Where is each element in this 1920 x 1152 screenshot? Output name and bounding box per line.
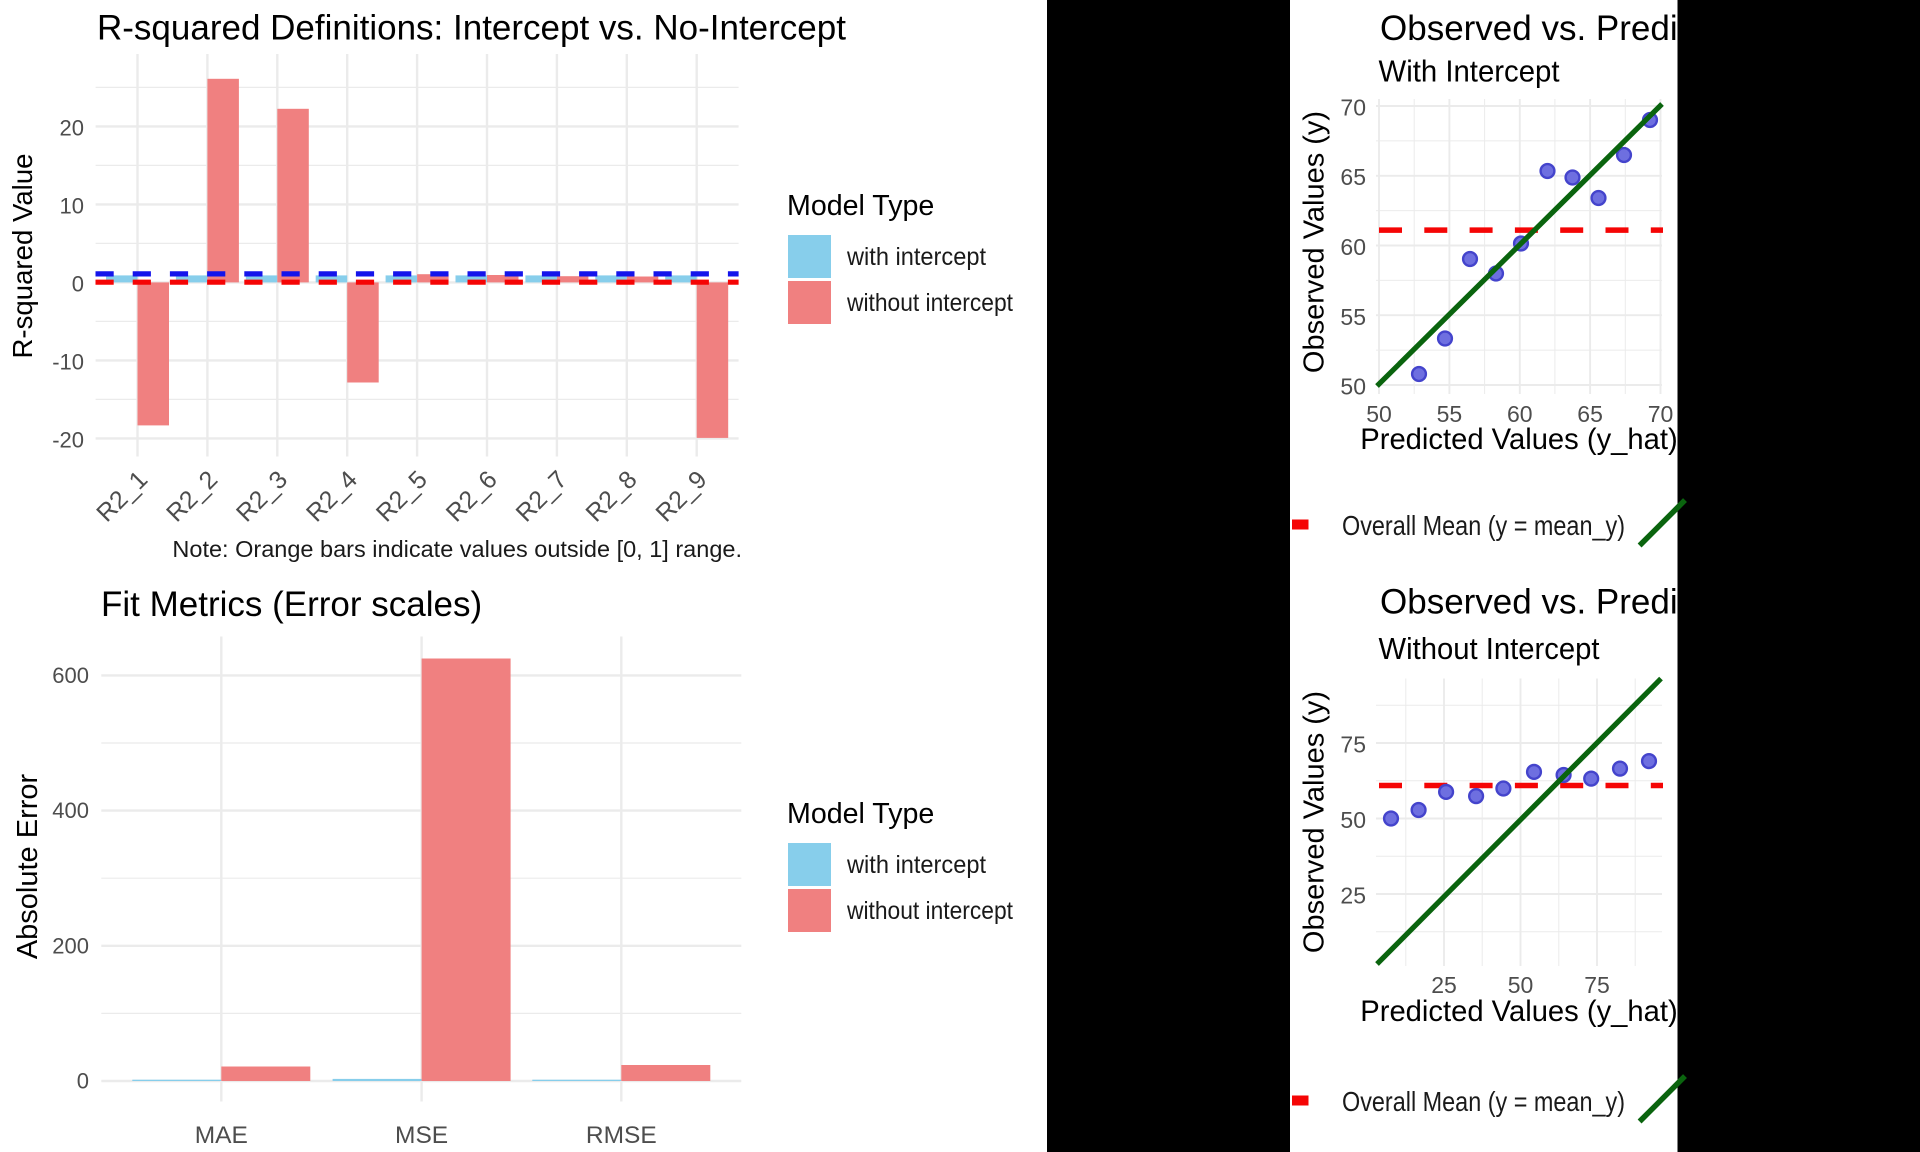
svg-text:75: 75 bbox=[1584, 972, 1610, 998]
svg-text:Model Type: Model Type bbox=[787, 190, 934, 222]
svg-text:MAE: MAE bbox=[195, 1122, 248, 1149]
svg-text:without intercept: without intercept bbox=[846, 898, 1013, 925]
svg-text:with intercept: with intercept bbox=[846, 244, 986, 271]
svg-text:50: 50 bbox=[1366, 401, 1392, 427]
svg-text:with intercept: with intercept bbox=[846, 852, 986, 879]
svg-text:R-squared Definitions: Interce: R-squared Definitions: Intercept vs. No-… bbox=[97, 9, 846, 48]
svg-text:200: 200 bbox=[52, 933, 89, 958]
svg-text:60: 60 bbox=[1340, 234, 1366, 260]
svg-text:55: 55 bbox=[1340, 304, 1366, 330]
svg-text:25: 25 bbox=[1431, 972, 1457, 998]
svg-text:Observed Values (y): Observed Values (y) bbox=[1299, 111, 1331, 373]
svg-text:75: 75 bbox=[1340, 732, 1366, 758]
svg-text:Note: Orange bars indicate val: Note: Orange bars indicate values outsid… bbox=[172, 536, 742, 562]
svg-text:25: 25 bbox=[1340, 883, 1366, 909]
svg-text:Observed Values (y): Observed Values (y) bbox=[1299, 691, 1331, 953]
svg-text:With Intercept: With Intercept bbox=[1379, 55, 1561, 89]
svg-text:-20: -20 bbox=[52, 427, 84, 452]
svg-text:50: 50 bbox=[1508, 972, 1534, 998]
svg-text:Predicted Values (y_hat): Predicted Values (y_hat) bbox=[1360, 424, 1677, 456]
svg-text:MSE: MSE bbox=[395, 1122, 448, 1149]
svg-text:Without Intercept: Without Intercept bbox=[1379, 632, 1600, 666]
svg-text:65: 65 bbox=[1577, 401, 1603, 427]
svg-text:Observed vs. Predicted: Observed vs. Predicted bbox=[1380, 9, 1744, 48]
svg-text:-10: -10 bbox=[52, 349, 84, 374]
svg-text:without intercept: without intercept bbox=[846, 290, 1013, 317]
svg-text:R-squared Value: R-squared Value bbox=[7, 153, 38, 358]
svg-text:Model Type: Model Type bbox=[787, 798, 934, 830]
svg-text:0: 0 bbox=[77, 1069, 89, 1094]
svg-text:0: 0 bbox=[72, 271, 84, 296]
svg-text:Overall Mean (y = mean_y): Overall Mean (y = mean_y) bbox=[1342, 510, 1625, 541]
svg-text:50: 50 bbox=[1340, 807, 1366, 833]
svg-text:Fit Metrics (Error scales): Fit Metrics (Error scales) bbox=[101, 585, 482, 624]
svg-text:10: 10 bbox=[60, 193, 84, 218]
svg-text:20: 20 bbox=[60, 115, 84, 140]
svg-text:Predicted Values (y_hat): Predicted Values (y_hat) bbox=[1360, 996, 1677, 1028]
svg-text:Observed vs. Predicted: Observed vs. Predicted bbox=[1380, 583, 1744, 622]
svg-text:600: 600 bbox=[52, 663, 89, 688]
svg-text:70: 70 bbox=[1648, 401, 1674, 427]
svg-text:Absolute Error: Absolute Error bbox=[12, 773, 44, 959]
svg-text:60: 60 bbox=[1507, 401, 1533, 427]
svg-text:400: 400 bbox=[52, 798, 89, 823]
svg-text:65: 65 bbox=[1340, 164, 1366, 190]
svg-text:70: 70 bbox=[1340, 95, 1366, 121]
svg-text:RMSE: RMSE bbox=[586, 1122, 657, 1149]
svg-text:55: 55 bbox=[1437, 401, 1463, 427]
svg-text:Overall Mean (y = mean_y): Overall Mean (y = mean_y) bbox=[1342, 1086, 1625, 1117]
svg-text:50: 50 bbox=[1340, 374, 1366, 400]
